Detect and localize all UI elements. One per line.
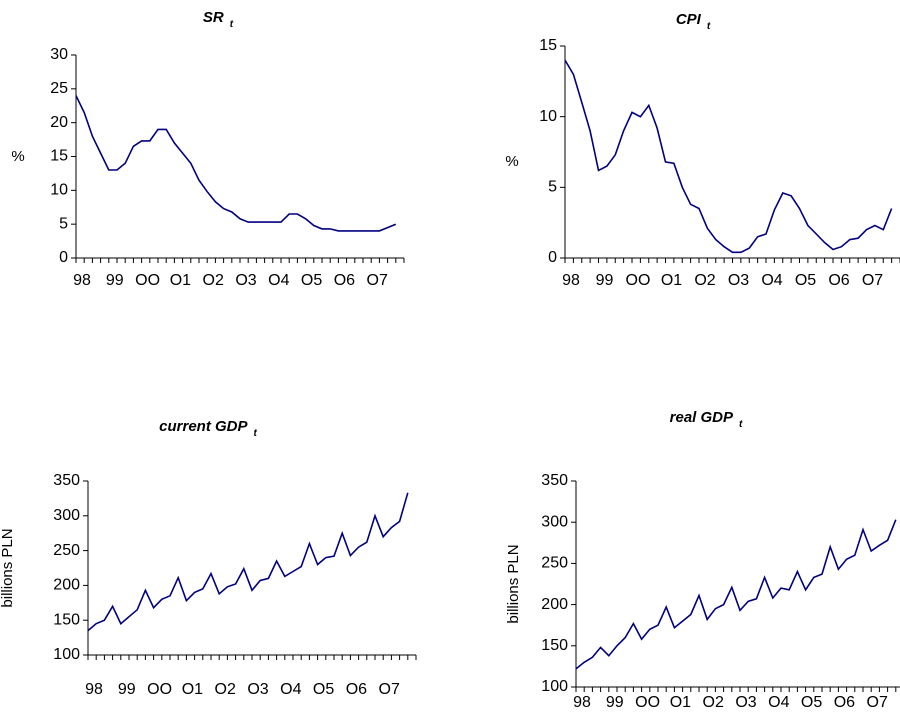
y-axis-label: % <box>11 148 24 165</box>
data-line <box>564 59 893 254</box>
y-tick-label: 100 <box>53 646 80 663</box>
chart-title: current GDP t <box>159 418 257 439</box>
x-tick-label: 98 <box>85 681 103 698</box>
y-tick-label: 350 <box>53 472 80 489</box>
x-tick-label: O1 <box>670 694 691 711</box>
y-tick-label: 25 <box>50 80 68 97</box>
y-tick-label: 150 <box>541 637 568 654</box>
x-tick-label: 98 <box>562 272 580 289</box>
x-tick-label: O5 <box>801 694 822 711</box>
y-tick-label: 0 <box>548 249 557 266</box>
y-tick-label: 10 <box>50 182 68 199</box>
chart-panel: SR t% 0 5 10 15 20 25 30 98 99 OO O1 O2 O3 O4 O5 O6 O7 <box>11 9 405 289</box>
x-tick-label: O2 <box>703 694 724 711</box>
x-tick-label: 98 <box>73 272 91 289</box>
x-tick-label: O1 <box>661 272 682 289</box>
y-tick-label: 15 <box>50 148 68 165</box>
x-tick-label: O5 <box>301 272 322 289</box>
x-tick-label: OO <box>635 694 660 711</box>
x-tick-label: 99 <box>606 694 624 711</box>
x-tick-label: 98 <box>573 694 591 711</box>
y-axis-label: billions PLN <box>0 528 16 607</box>
chart-panel: real GDP t billions PLN 100 150 200 250 300 350 9… <box>505 409 900 711</box>
x-tick-label: OO <box>135 272 160 289</box>
x-tick-label: O6 <box>834 694 855 711</box>
y-tick-label: 10 <box>539 108 557 125</box>
x-tick-label: 99 <box>106 272 124 289</box>
y-tick-label: 5 <box>548 179 557 196</box>
x-tick-label: O4 <box>268 272 289 289</box>
x-tick-label: 99 <box>118 681 136 698</box>
x-tick-label: O6 <box>828 272 849 289</box>
y-tick-label: 250 <box>53 542 80 559</box>
y-tick-label: 200 <box>541 596 568 613</box>
x-tick-label: O3 <box>235 272 256 289</box>
x-tick-label: O7 <box>862 272 883 289</box>
x-tick-label: 99 <box>596 272 614 289</box>
title-subscript: t <box>739 419 743 430</box>
x-tick-label: O7 <box>367 272 388 289</box>
x-tick-label: OO <box>626 272 651 289</box>
y-tick-label: 350 <box>541 472 568 489</box>
title-text: current GDP <box>159 418 248 435</box>
title-subscript: t <box>230 19 234 30</box>
title-subscript: t <box>707 21 711 32</box>
y-tick-label: 15 <box>539 37 557 54</box>
y-tick-label: 300 <box>53 507 80 524</box>
x-tick-label: O2 <box>215 681 236 698</box>
x-tick-label: O4 <box>768 694 789 711</box>
x-tick-label: O1 <box>170 272 191 289</box>
x-tick-label: OO <box>147 681 172 698</box>
y-tick-label: 100 <box>541 678 568 695</box>
chart-panel: CPI t% 0 5 10 15 98 99 OO O1 O2 O3 O4 O5 O6 O7 <box>505 11 900 289</box>
y-tick-label: 150 <box>53 611 80 628</box>
y-tick-label: 5 <box>59 215 68 232</box>
x-tick-label: O2 <box>694 272 715 289</box>
x-tick-label: O6 <box>334 272 355 289</box>
x-tick-label: O5 <box>795 272 816 289</box>
y-tick-label: 250 <box>541 555 568 572</box>
y-tick-label: 300 <box>541 513 568 530</box>
x-tick-label: O3 <box>247 681 268 698</box>
chart-panel: current GDP t billions PLN 100 150 200 250 300 3… <box>0 418 417 698</box>
x-tick-label: O3 <box>728 272 749 289</box>
x-tick-label: O5 <box>313 681 334 698</box>
data-line <box>575 519 897 670</box>
chart-title: real GDP t <box>670 409 743 430</box>
data-line <box>87 492 409 632</box>
y-axis-label: % <box>505 153 518 170</box>
title-text: SR <box>203 9 224 26</box>
chart-title: SR t <box>203 9 234 30</box>
x-tick-label: O3 <box>735 694 756 711</box>
x-tick-label: O4 <box>280 681 301 698</box>
chart-title: CPI t <box>676 11 711 32</box>
x-tick-label: O1 <box>182 681 203 698</box>
y-tick-label: 20 <box>50 114 68 131</box>
y-axis-label: billions PLN <box>505 544 522 623</box>
x-tick-label: O2 <box>203 272 224 289</box>
title-text: CPI <box>676 11 702 28</box>
y-tick-label: 0 <box>59 249 68 266</box>
data-line <box>75 95 397 232</box>
x-tick-label: O4 <box>761 272 782 289</box>
y-tick-label: 30 <box>50 46 68 63</box>
x-tick-label: O6 <box>346 681 367 698</box>
title-text: real GDP <box>670 409 734 426</box>
x-tick-label: O7 <box>379 681 400 698</box>
title-subscript: t <box>254 428 258 439</box>
x-tick-label: O7 <box>867 694 888 711</box>
y-tick-label: 200 <box>53 577 80 594</box>
